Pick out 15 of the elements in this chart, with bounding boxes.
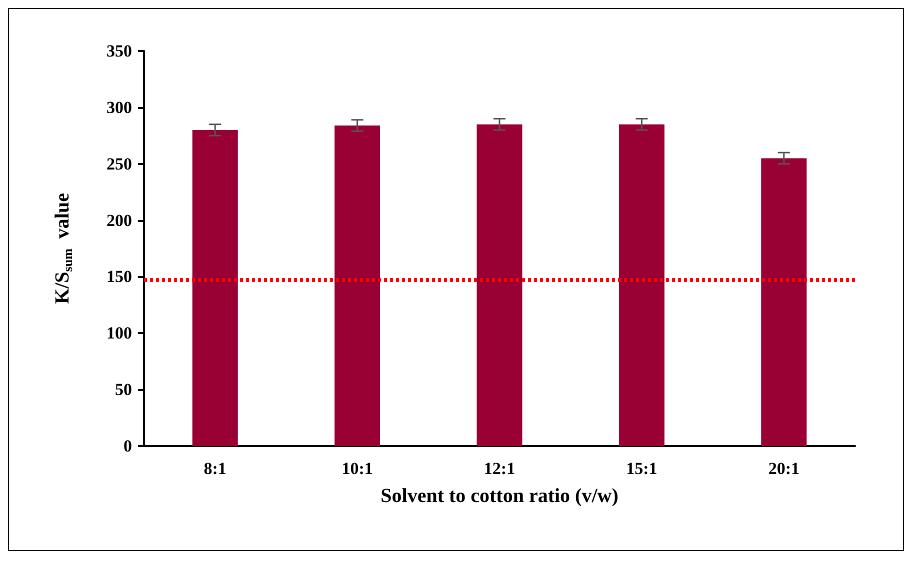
y-tick-label: 300 xyxy=(106,98,132,117)
y-tick-label: 150 xyxy=(106,267,132,286)
y-tick-label: 250 xyxy=(106,154,132,174)
x-tick-label: 10:1 xyxy=(342,459,373,478)
y-tick-label: 50 xyxy=(115,380,132,400)
x-tick-label: 20:1 xyxy=(768,459,800,478)
x-tick-label: 15:1 xyxy=(626,459,658,478)
x-tick-label: 8:1 xyxy=(204,459,226,478)
x-tick-label: 12:1 xyxy=(484,459,516,478)
y-tick-label: 0 xyxy=(124,436,132,456)
y-tick-label: 100 xyxy=(106,324,132,343)
y-axis-title: K/Ssum value xyxy=(52,192,75,304)
x-axis-title: Solvent to cotton ratio (v/w) xyxy=(380,485,618,507)
y-tick-label: 200 xyxy=(106,210,132,230)
y-tick-label: 350 xyxy=(106,42,132,60)
